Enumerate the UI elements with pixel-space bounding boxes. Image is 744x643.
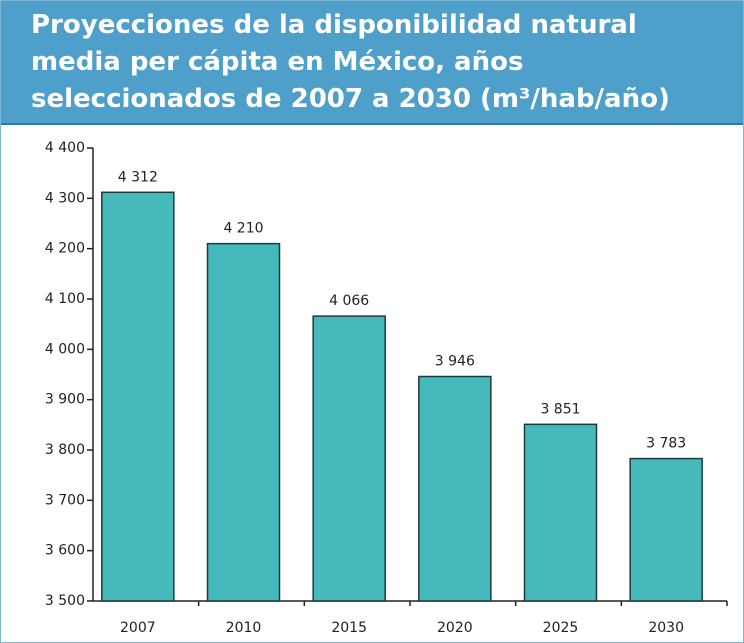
y-tick-label: 3 500 xyxy=(45,593,85,609)
y-tick-label: 3 700 xyxy=(45,492,85,508)
value-label: 4 210 xyxy=(223,221,263,237)
y-tick-label: 4 400 xyxy=(45,140,85,156)
value-label: 3 851 xyxy=(540,401,580,417)
value-label: 3 946 xyxy=(435,354,475,370)
y-tick-label: 4 000 xyxy=(45,341,85,357)
y-tick-label: 3 600 xyxy=(45,543,85,559)
x-tick-label: 2015 xyxy=(331,620,367,636)
bar xyxy=(523,423,598,602)
chart-title: Proyecciones de la disponibilidad natura… xyxy=(31,10,670,114)
y-tick-label: 4 200 xyxy=(45,241,85,257)
x-tick-label: 2030 xyxy=(648,620,684,636)
y-tick-label: 4 100 xyxy=(45,291,85,307)
bar xyxy=(206,242,281,602)
x-tick-label: 2007 xyxy=(120,620,156,636)
y-tick-label: 3 800 xyxy=(45,442,85,458)
x-tick-label: 2025 xyxy=(543,620,579,636)
chart: 3 500 3 600 3 700 3 800 3 900 4 000 4 100 4 200… xyxy=(45,140,728,636)
bar xyxy=(312,315,386,602)
bar xyxy=(629,457,703,602)
y-tick-label: 4 300 xyxy=(45,190,85,206)
value-label: 4 066 xyxy=(329,293,369,309)
x-tick-label: 2020 xyxy=(437,620,473,636)
header: Proyecciones de la disponibilidad natura… xyxy=(1,1,743,125)
bar xyxy=(101,191,175,602)
bar xyxy=(418,375,492,602)
value-label: 3 783 xyxy=(646,436,686,452)
x-tick-label: 2010 xyxy=(226,620,262,636)
value-label: 4 312 xyxy=(118,169,158,185)
y-tick-label: 3 900 xyxy=(45,392,85,408)
